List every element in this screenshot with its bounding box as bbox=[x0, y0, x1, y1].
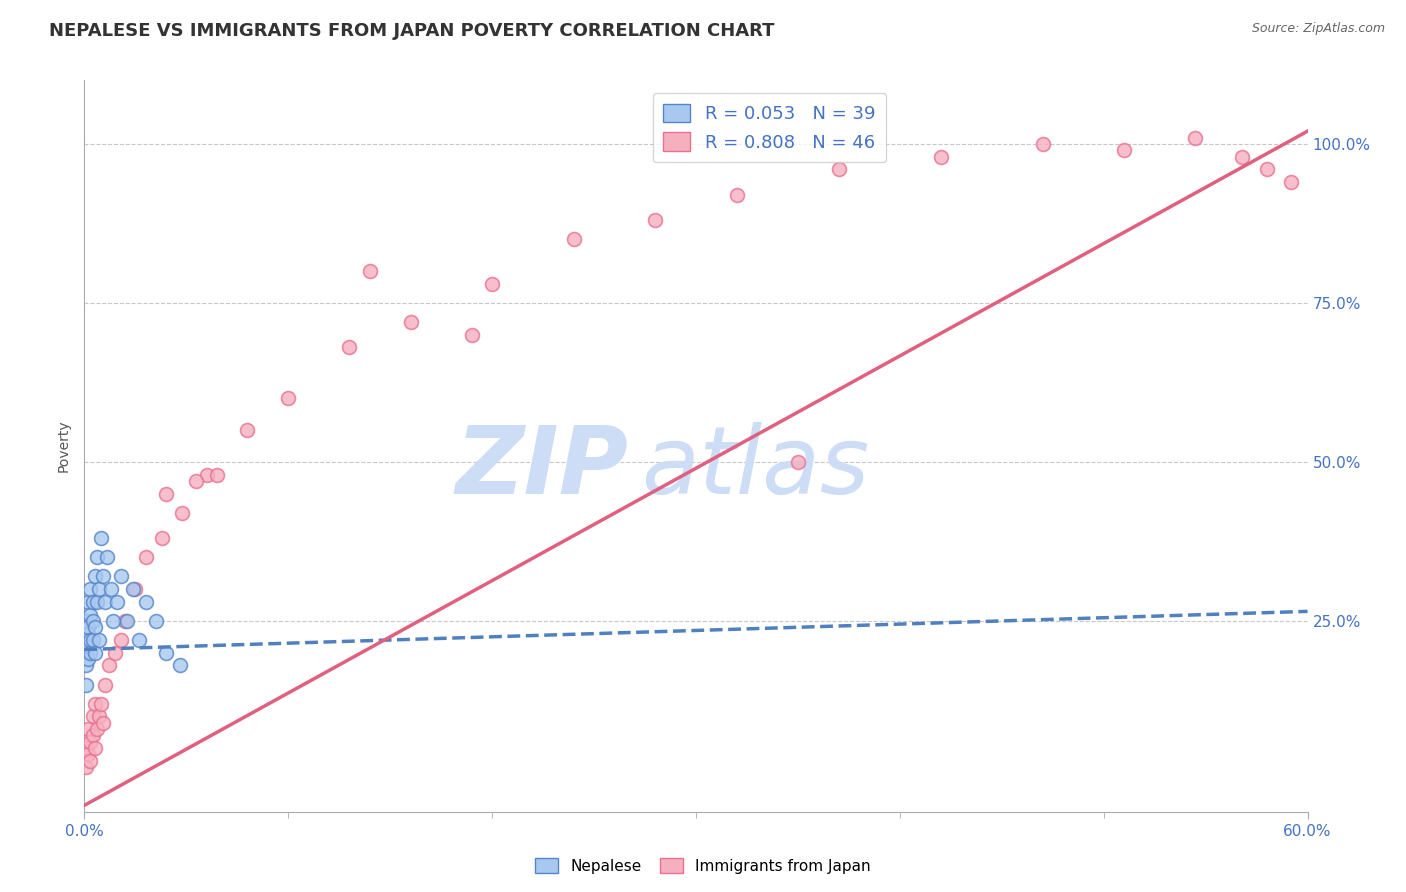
Point bbox=[150, 531, 173, 545]
Point bbox=[145, 614, 167, 628]
Point bbox=[87, 632, 110, 647]
Point bbox=[93, 677, 115, 691]
Point bbox=[75, 741, 97, 756]
Point bbox=[725, 187, 748, 202]
Point bbox=[105, 595, 128, 609]
Point bbox=[75, 614, 97, 628]
Point bbox=[79, 632, 101, 647]
Point bbox=[1256, 162, 1278, 177]
Point bbox=[82, 632, 104, 647]
Point bbox=[77, 722, 100, 736]
Point bbox=[75, 760, 97, 774]
Point bbox=[86, 722, 108, 736]
Point bbox=[79, 754, 101, 768]
Point bbox=[77, 640, 100, 654]
Point bbox=[79, 646, 101, 660]
Point bbox=[93, 595, 115, 609]
Point bbox=[97, 658, 120, 673]
Point bbox=[115, 614, 138, 628]
Point bbox=[75, 632, 97, 647]
Point bbox=[399, 315, 422, 329]
Point bbox=[787, 455, 810, 469]
Point bbox=[77, 747, 100, 762]
Point bbox=[101, 614, 124, 628]
Point bbox=[481, 277, 503, 291]
Legend: Nepalese, Immigrants from Japan: Nepalese, Immigrants from Japan bbox=[529, 852, 877, 880]
Text: atlas: atlas bbox=[641, 423, 869, 514]
Point bbox=[83, 646, 105, 660]
Legend: R = 0.053   N = 39, R = 0.808   N = 46: R = 0.053 N = 39, R = 0.808 N = 46 bbox=[652, 93, 886, 162]
Point bbox=[110, 632, 132, 647]
Point bbox=[562, 232, 585, 246]
Point bbox=[90, 531, 112, 545]
Text: NEPALESE VS IMMIGRANTS FROM JAPAN POVERTY CORRELATION CHART: NEPALESE VS IMMIGRANTS FROM JAPAN POVERT… bbox=[49, 22, 775, 40]
Text: Source: ZipAtlas.com: Source: ZipAtlas.com bbox=[1251, 22, 1385, 36]
Point bbox=[929, 150, 952, 164]
Point bbox=[77, 620, 100, 634]
Point bbox=[172, 506, 194, 520]
Point bbox=[100, 582, 122, 596]
Point bbox=[205, 467, 228, 482]
Point bbox=[236, 423, 259, 437]
Point bbox=[83, 741, 105, 756]
Point bbox=[77, 652, 100, 666]
Point bbox=[359, 264, 381, 278]
Point bbox=[96, 550, 118, 565]
Point bbox=[1232, 150, 1254, 164]
Point bbox=[86, 550, 108, 565]
Point bbox=[155, 646, 177, 660]
Text: ZIP: ZIP bbox=[456, 422, 628, 514]
Point bbox=[79, 607, 101, 622]
Y-axis label: Poverty: Poverty bbox=[56, 420, 70, 472]
Point bbox=[169, 658, 191, 673]
Point bbox=[1279, 175, 1302, 189]
Point bbox=[87, 709, 110, 723]
Point bbox=[644, 213, 666, 227]
Point bbox=[110, 569, 132, 583]
Point bbox=[104, 646, 127, 660]
Point bbox=[461, 327, 484, 342]
Point bbox=[339, 340, 361, 354]
Point bbox=[91, 569, 114, 583]
Point bbox=[828, 162, 851, 177]
Point bbox=[91, 715, 114, 730]
Point bbox=[75, 646, 97, 660]
Point bbox=[155, 486, 177, 500]
Point bbox=[124, 582, 146, 596]
Point bbox=[75, 677, 97, 691]
Point bbox=[82, 728, 104, 742]
Point bbox=[186, 474, 208, 488]
Point bbox=[82, 595, 104, 609]
Point bbox=[86, 595, 108, 609]
Point bbox=[83, 569, 105, 583]
Point bbox=[75, 658, 97, 673]
Point bbox=[1184, 130, 1206, 145]
Point bbox=[195, 467, 218, 482]
Point bbox=[135, 550, 157, 565]
Point bbox=[90, 697, 112, 711]
Point bbox=[87, 582, 110, 596]
Point bbox=[79, 735, 101, 749]
Point bbox=[83, 620, 105, 634]
Point bbox=[83, 697, 105, 711]
Point bbox=[1032, 136, 1054, 151]
Point bbox=[77, 595, 100, 609]
Point bbox=[114, 614, 136, 628]
Point bbox=[135, 595, 157, 609]
Point bbox=[77, 626, 100, 640]
Point bbox=[122, 582, 145, 596]
Point bbox=[82, 709, 104, 723]
Point bbox=[128, 632, 150, 647]
Point bbox=[82, 614, 104, 628]
Point bbox=[79, 582, 101, 596]
Point bbox=[1114, 143, 1136, 157]
Point bbox=[277, 392, 299, 406]
